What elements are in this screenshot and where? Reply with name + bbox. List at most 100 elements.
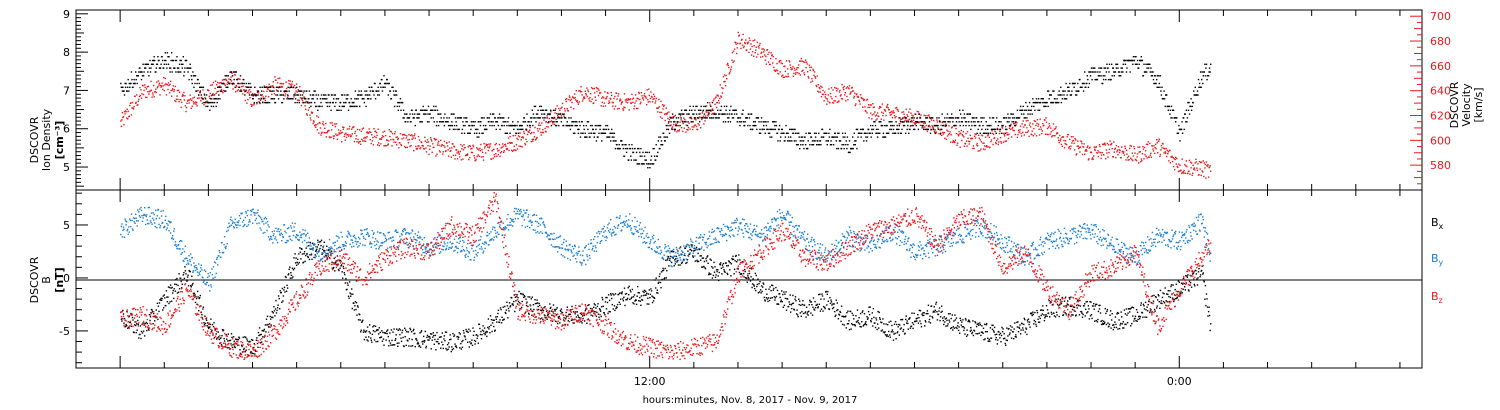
density-point xyxy=(323,94,325,96)
velocity-point xyxy=(509,135,511,138)
density-point xyxy=(178,63,181,65)
density-point xyxy=(312,94,315,96)
velocity-point xyxy=(739,42,742,44)
velocity-point xyxy=(751,50,754,53)
velocity-point xyxy=(670,127,673,129)
bx-point xyxy=(369,324,371,326)
density-point xyxy=(214,98,217,100)
velocity-point xyxy=(712,112,714,115)
velocity-point xyxy=(984,136,987,138)
velocity-point xyxy=(1017,133,1019,136)
velocity-point xyxy=(293,84,296,87)
velocity-point xyxy=(147,85,150,88)
velocity-point xyxy=(763,49,765,51)
density-point xyxy=(530,121,532,123)
bx-point xyxy=(256,342,259,345)
velocity-point xyxy=(844,92,846,94)
bx-point xyxy=(428,335,431,338)
bx-point xyxy=(379,331,381,334)
density-point xyxy=(814,140,816,142)
density-point xyxy=(816,144,818,146)
bx-point xyxy=(399,333,401,336)
density-point xyxy=(344,94,346,96)
density-point xyxy=(733,109,735,111)
density-point xyxy=(729,109,731,111)
density-point xyxy=(876,136,879,138)
density-point xyxy=(262,101,264,104)
velocity-point xyxy=(450,150,452,152)
density-point xyxy=(765,121,767,123)
velocity-point xyxy=(156,87,159,89)
velocity-point xyxy=(211,84,214,86)
velocity-point xyxy=(934,131,936,133)
velocity-point xyxy=(524,144,527,146)
velocity-point xyxy=(853,97,855,99)
density-point xyxy=(808,132,810,134)
velocity-point xyxy=(1125,149,1128,151)
density-point xyxy=(579,124,581,127)
velocity-point xyxy=(275,89,278,91)
density-point xyxy=(595,140,598,142)
top-x-ticks xyxy=(75,10,1401,190)
velocity-point xyxy=(869,104,871,106)
velocity-point xyxy=(610,91,612,94)
density-point xyxy=(623,155,626,157)
density-point xyxy=(1136,59,1139,62)
density-point xyxy=(502,121,504,123)
bx-point xyxy=(141,332,144,334)
bx-point xyxy=(251,352,253,354)
bx-point xyxy=(359,319,361,321)
velocity-point xyxy=(208,95,210,97)
density-point xyxy=(740,121,743,123)
density-point xyxy=(449,128,451,131)
density-point xyxy=(479,121,481,123)
density-point xyxy=(697,117,699,119)
density-point xyxy=(1086,75,1088,77)
velocity-point xyxy=(170,89,172,92)
bx-point xyxy=(167,296,169,298)
density-point xyxy=(885,124,887,127)
velocity-point xyxy=(947,130,949,133)
velocity-point xyxy=(682,122,684,125)
velocity-point xyxy=(325,136,327,138)
velocity-point xyxy=(1124,147,1127,150)
bx-point xyxy=(407,340,409,342)
density-point xyxy=(1023,117,1025,119)
bx-point xyxy=(321,248,324,250)
density-point xyxy=(1108,63,1111,65)
velocity-point xyxy=(273,93,276,95)
density-point xyxy=(378,94,380,96)
density-point xyxy=(230,71,233,73)
density-point xyxy=(320,94,323,96)
density-point xyxy=(512,124,514,127)
density-point xyxy=(744,124,746,127)
density-point xyxy=(659,147,661,150)
bx-point xyxy=(178,273,180,275)
velocity-point xyxy=(552,117,555,120)
velocity-point xyxy=(979,150,981,152)
velocity-point xyxy=(1118,151,1121,154)
velocity-point xyxy=(487,146,489,148)
density-point xyxy=(340,109,342,111)
density-point xyxy=(648,151,650,154)
density-point xyxy=(413,117,415,119)
velocity-point xyxy=(991,130,993,132)
bx-point xyxy=(450,350,452,353)
density-point xyxy=(754,124,756,127)
density-point xyxy=(795,144,798,146)
velocity-point xyxy=(1169,162,1172,164)
density-point xyxy=(1178,124,1180,127)
density-point xyxy=(208,101,210,104)
velocity-point xyxy=(1119,149,1121,152)
density-point xyxy=(778,128,780,131)
bx-point xyxy=(332,267,334,269)
bx-point xyxy=(160,297,162,300)
density-point xyxy=(736,121,738,123)
density-point xyxy=(726,105,728,108)
density-point xyxy=(144,67,146,69)
velocity-point xyxy=(400,144,403,147)
density-point xyxy=(1146,67,1148,69)
velocity-point xyxy=(747,41,750,43)
density-point xyxy=(659,136,662,138)
density-point xyxy=(411,113,414,115)
